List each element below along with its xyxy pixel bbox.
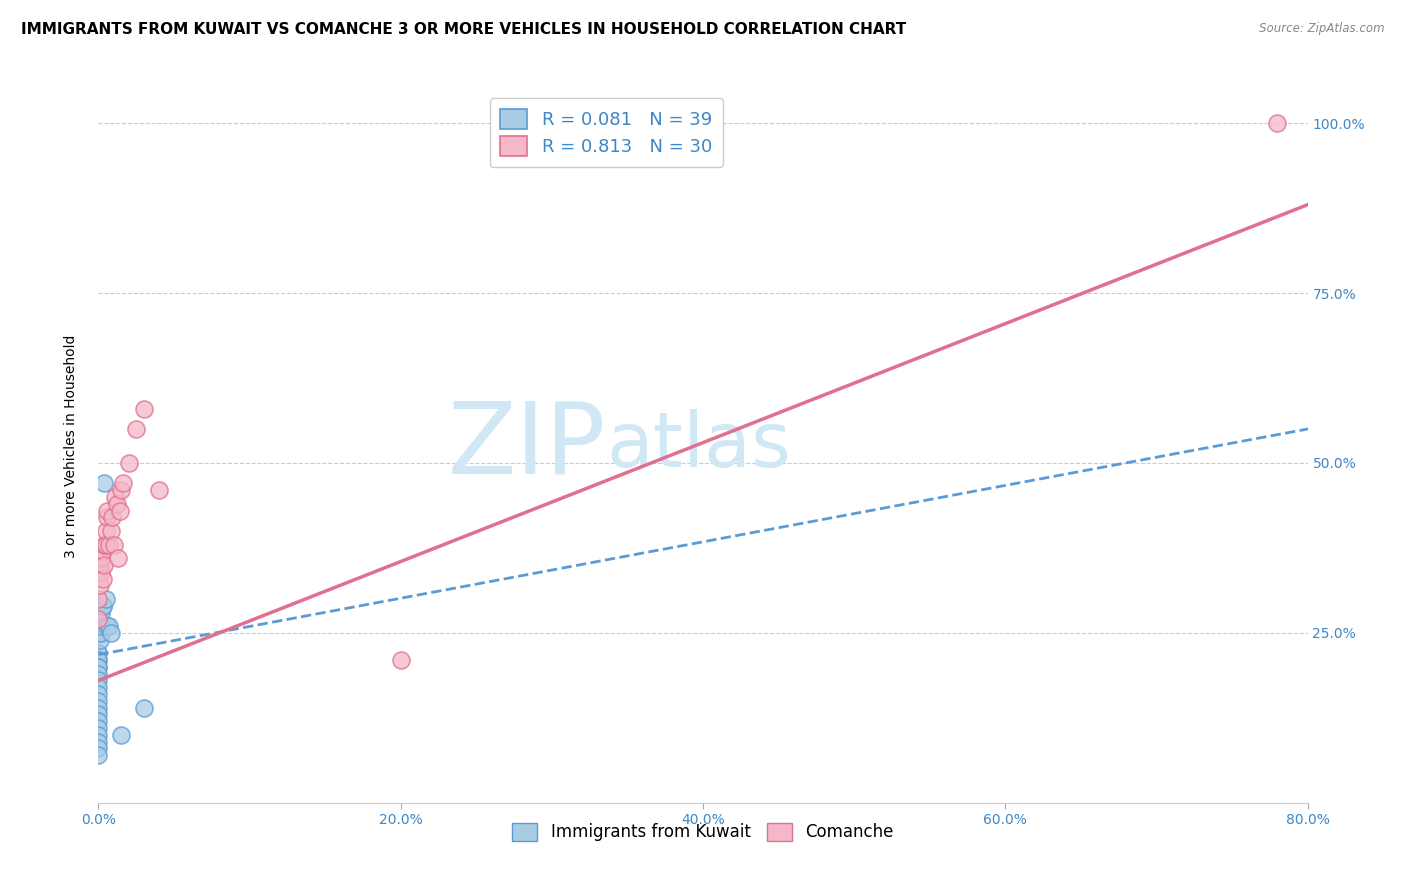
Point <box>87 653 110 667</box>
Point <box>89 626 111 640</box>
Point <box>1267 116 1289 130</box>
Point <box>98 619 121 633</box>
Point <box>93 537 115 551</box>
Text: atlas: atlas <box>606 409 792 483</box>
Point <box>89 619 111 633</box>
Point <box>91 599 114 613</box>
Text: ZIP: ZIP <box>449 398 606 494</box>
Point <box>87 694 110 708</box>
Point <box>118 456 141 470</box>
Text: IMMIGRANTS FROM KUWAIT VS COMANCHE 3 OR MORE VEHICLES IN HOUSEHOLD CORRELATION C: IMMIGRANTS FROM KUWAIT VS COMANCHE 3 OR … <box>21 22 907 37</box>
Point <box>87 646 110 660</box>
Point <box>87 687 110 701</box>
Point <box>87 666 110 681</box>
Point <box>87 728 110 742</box>
Point <box>87 734 110 748</box>
Point <box>87 673 110 688</box>
Point <box>87 646 110 660</box>
Point <box>87 721 110 735</box>
Point <box>111 476 134 491</box>
Point <box>103 537 125 551</box>
Point <box>110 483 132 498</box>
Point <box>87 606 110 620</box>
Point <box>132 401 155 416</box>
Point <box>105 497 128 511</box>
Point <box>91 599 114 613</box>
Point <box>87 653 110 667</box>
Point <box>108 503 131 517</box>
Point <box>101 510 124 524</box>
Point <box>104 490 127 504</box>
Text: Source: ZipAtlas.com: Source: ZipAtlas.com <box>1260 22 1385 36</box>
Point <box>94 537 117 551</box>
Point <box>148 483 170 498</box>
Point <box>87 599 110 613</box>
Point <box>90 565 112 579</box>
Point <box>89 632 111 647</box>
Point <box>90 551 112 566</box>
Point <box>94 524 117 538</box>
Point <box>87 741 110 756</box>
Legend: Immigrants from Kuwait, Comanche: Immigrants from Kuwait, Comanche <box>506 816 900 848</box>
Y-axis label: 3 or more Vehicles in Household: 3 or more Vehicles in Household <box>63 334 77 558</box>
Point <box>389 653 412 667</box>
Point <box>87 714 110 729</box>
Point <box>98 537 121 551</box>
Point <box>89 619 111 633</box>
Point <box>90 626 112 640</box>
Point <box>100 626 122 640</box>
Point <box>90 619 112 633</box>
Point <box>89 558 111 572</box>
Point <box>87 748 110 763</box>
Point <box>96 619 118 633</box>
Point <box>110 728 132 742</box>
Point <box>87 591 110 606</box>
Point <box>87 612 110 626</box>
Point <box>96 503 118 517</box>
Point <box>93 476 115 491</box>
Point <box>91 544 114 558</box>
Point <box>90 606 112 620</box>
Point <box>87 612 110 626</box>
Point <box>107 551 129 566</box>
Point <box>91 572 114 586</box>
Point <box>100 524 122 538</box>
Point <box>125 422 148 436</box>
Point <box>87 700 110 714</box>
Point <box>87 660 110 674</box>
Point <box>87 680 110 694</box>
Point <box>94 591 117 606</box>
Point <box>93 558 115 572</box>
Point <box>89 626 111 640</box>
Point <box>87 707 110 722</box>
Point <box>89 578 111 592</box>
Point <box>96 510 118 524</box>
Point <box>87 660 110 674</box>
Point <box>132 700 155 714</box>
